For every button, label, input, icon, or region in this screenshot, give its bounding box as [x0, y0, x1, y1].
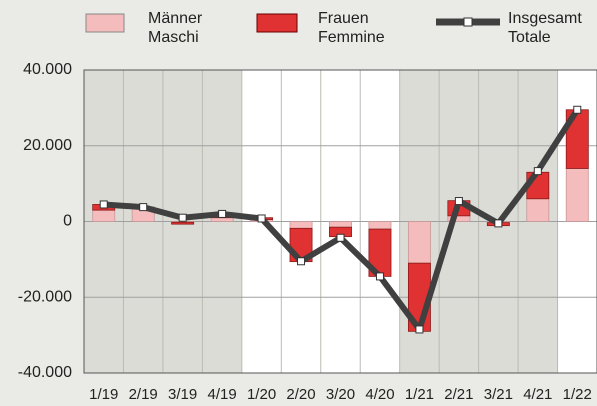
x-tick-label: 1/22 [563, 386, 592, 403]
y-tick-label: 0 [63, 213, 72, 230]
x-tick-label: 3/19 [168, 386, 197, 403]
y-tick-label: -40.000 [18, 364, 72, 381]
legend-label: Frauen Femmine [318, 10, 385, 46]
legend-swatch [256, 13, 298, 33]
line-marker [573, 105, 582, 114]
x-tick-label: 1/21 [405, 386, 434, 403]
x-tick-label: 2/21 [444, 386, 473, 403]
line-marker [257, 214, 266, 223]
bar [92, 209, 116, 222]
y-tick-label: 20.000 [23, 137, 72, 154]
bar [329, 221, 352, 228]
line-marker [375, 272, 384, 281]
legend-swatch [463, 17, 473, 27]
x-tick-label: 3/21 [484, 386, 513, 403]
legend-label: Insgesamt Totale [508, 10, 582, 46]
line-marker [454, 197, 463, 206]
x-tick-label: 1/19 [89, 386, 118, 403]
x-tick-label: 4/19 [208, 386, 237, 403]
x-tick-label: 2/20 [286, 386, 315, 403]
x-tick-label: 2/19 [129, 386, 158, 403]
legend-swatch [85, 13, 125, 33]
bar [171, 221, 195, 225]
legend-label: Männer Maschi [148, 10, 203, 46]
x-tick-label: 4/21 [523, 386, 552, 403]
line-marker [336, 233, 345, 242]
line-marker [415, 325, 424, 334]
line-marker [218, 209, 227, 218]
bar [368, 221, 392, 230]
bar [210, 217, 234, 222]
x-tick-label: 3/20 [326, 386, 355, 403]
x-tick-label: 1/20 [247, 386, 276, 403]
bar [289, 221, 313, 229]
y-tick-label: -20.000 [18, 288, 72, 305]
line-marker [494, 219, 503, 228]
plot-border [83, 69, 597, 374]
y-tick-label: 40.000 [23, 61, 72, 78]
line-marker [139, 203, 148, 212]
line-marker [178, 213, 187, 222]
bar [565, 168, 589, 222]
line-marker [99, 200, 108, 209]
bar [526, 198, 550, 222]
line-marker [533, 167, 542, 176]
line-marker [297, 257, 306, 266]
x-tick-label: 4/20 [365, 386, 394, 403]
bar [407, 221, 431, 264]
